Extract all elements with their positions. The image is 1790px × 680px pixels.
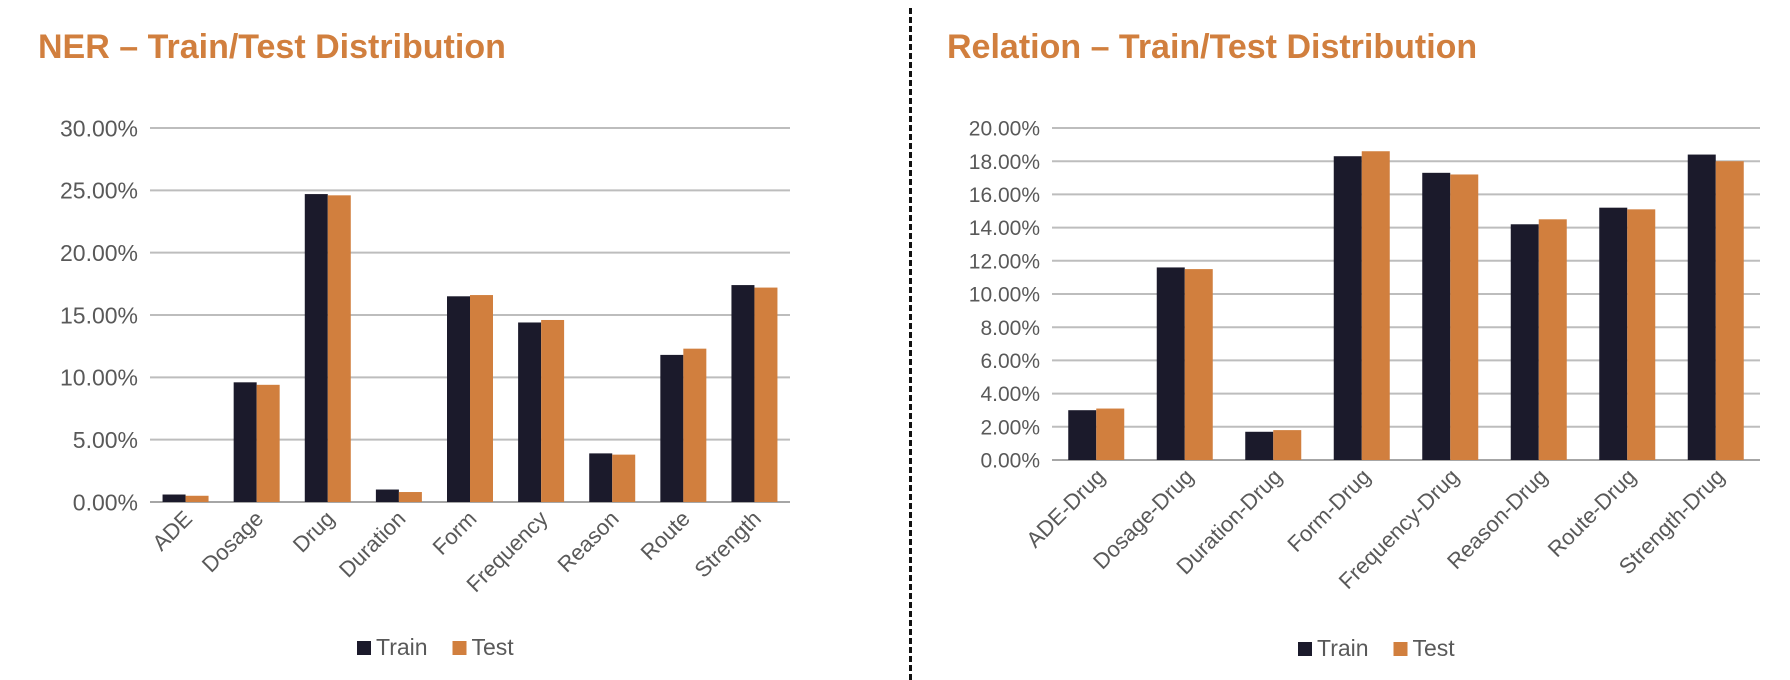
x-tick-label: ADE	[147, 506, 197, 556]
legend-swatch-test	[452, 641, 467, 655]
bar-train	[1156, 267, 1185, 460]
bar-test	[327, 195, 351, 502]
bar-train	[375, 489, 399, 502]
x-tick-label: Drug	[288, 506, 339, 557]
bar-test	[398, 492, 422, 502]
bar-test	[1538, 219, 1567, 460]
y-tick-label: 30.00%	[60, 115, 138, 141]
bar-train	[1333, 156, 1362, 460]
y-tick-label: 25.00%	[60, 178, 138, 204]
bar-test	[256, 384, 280, 502]
y-tick-label: 2.00%	[980, 416, 1040, 439]
bar-train	[660, 354, 684, 502]
y-tick-label: 4.00%	[980, 383, 1040, 406]
bar-test	[1627, 209, 1656, 460]
x-tick-label: Reason	[552, 506, 623, 577]
x-tick-label: Dosage	[197, 506, 268, 577]
bar-test	[1273, 430, 1302, 460]
legend-label: Test	[1413, 635, 1456, 661]
y-tick-label: 12.00%	[969, 250, 1040, 273]
y-tick-label: 16.00%	[969, 184, 1040, 207]
y-tick-label: 15.00%	[60, 302, 138, 328]
y-tick-label: 5.00%	[73, 427, 138, 453]
y-tick-label: 0.00%	[73, 489, 138, 515]
bar-train	[731, 285, 755, 502]
bar-test	[1184, 269, 1213, 460]
ner-bar-chart: 0.00% 5.00% 10.00% 15.00% 20.00% 25.00% 30.00%…	[60, 115, 790, 660]
x-tick-label: Strength	[689, 506, 765, 582]
bar-test	[1715, 161, 1744, 460]
bar-train	[518, 322, 542, 502]
legend-swatch-train	[1298, 642, 1312, 656]
y-tick-label: 14.00%	[969, 217, 1040, 240]
bar-test	[612, 454, 636, 502]
x-tick-label: Form	[428, 506, 482, 560]
x-tick-label: ADE-Drug	[1021, 464, 1110, 553]
bar-test	[683, 348, 707, 502]
bar-train	[1245, 431, 1274, 460]
bar-train	[1687, 154, 1716, 460]
y-tick-label: 20.00%	[60, 240, 138, 266]
legend-label: Train	[1317, 635, 1369, 661]
y-tick-label: 20.00%	[969, 118, 1040, 141]
bar-train	[1422, 172, 1451, 460]
bar-train	[447, 296, 470, 502]
y-tick-label: 10.00%	[969, 284, 1040, 307]
bar-test	[1096, 408, 1125, 460]
x-tick-label: Route	[636, 506, 695, 565]
bar-train	[1510, 224, 1539, 460]
bar-test	[470, 295, 493, 502]
bar-test	[1361, 151, 1390, 461]
y-tick-label: 10.00%	[60, 365, 138, 391]
legend-label: Test	[472, 634, 515, 660]
y-tick-label: 8.00%	[980, 317, 1040, 340]
y-tick-label: 18.00%	[969, 151, 1040, 174]
ner-chart-title: NER – Train/Test Distribution	[38, 28, 506, 66]
y-tick-label: 0.00%	[980, 450, 1040, 473]
chart-divider	[909, 8, 912, 680]
bar-test	[185, 495, 209, 502]
bar-train	[589, 453, 613, 502]
legend-swatch-test	[1393, 642, 1408, 656]
bar-test	[754, 287, 778, 502]
bar-test	[1450, 174, 1479, 461]
x-tick-label: Form-Drug	[1282, 464, 1375, 557]
x-tick-label: Duration	[334, 506, 410, 582]
bar-train	[1599, 207, 1628, 460]
relation-bar-chart: 0.00% 2.00% 4.00% 6.00% 8.00% 10.00% 12.00% 14.…	[969, 118, 1760, 661]
x-tick-label: Route-Drug	[1543, 464, 1641, 562]
bar-train	[162, 494, 186, 502]
y-tick-label: 6.00%	[980, 350, 1040, 373]
relation-chart-title: Relation – Train/Test Distribution	[947, 28, 1478, 66]
legend-swatch-train	[357, 641, 371, 655]
bar-train	[1068, 410, 1097, 460]
bar-train	[233, 382, 257, 502]
bar-train	[304, 194, 328, 502]
legend-label: Train	[376, 634, 428, 660]
bar-test	[541, 319, 565, 502]
